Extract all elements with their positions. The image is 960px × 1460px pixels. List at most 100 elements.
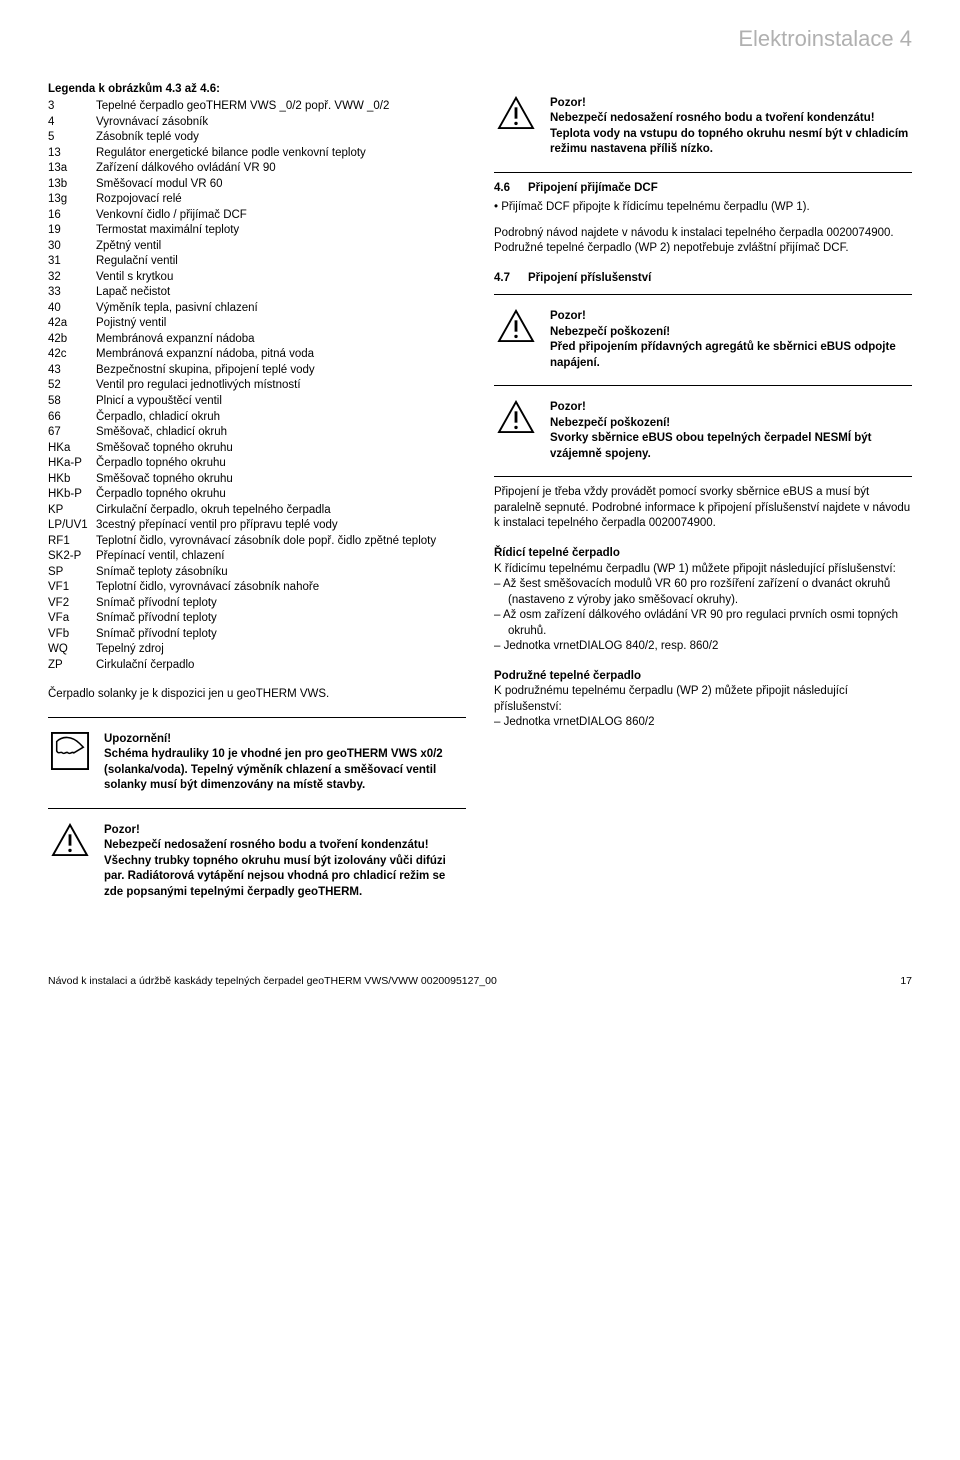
legend-key: 4: [48, 115, 96, 131]
legend-val: Tepelné čerpadlo geoTHERM VWS _0/2 popř.…: [96, 99, 466, 115]
legend-item: SK2-PPřepínací ventil, chlazení: [48, 549, 466, 565]
legend-item: 33Lapač nečistot: [48, 285, 466, 301]
footer-text: Návod k instalaci a údržbě kaskády tepel…: [48, 974, 497, 988]
legend-val: Zařízení dálkového ovládání VR 90: [96, 161, 466, 177]
legend-key: 13g: [48, 192, 96, 208]
legend-val: Plnicí a vypouštěcí ventil: [96, 394, 466, 410]
legend-key: 66: [48, 410, 96, 426]
hint-text: Schéma hydrauliky 10 je vhodné jen pro g…: [104, 747, 466, 794]
divider: [494, 172, 912, 173]
legend-val: Pojistný ventil: [96, 316, 466, 332]
warning-body: Pozor! Nebezpečí nedosažení rosného bodu…: [550, 96, 912, 158]
legend-item: HKaSměšovač topného okruhu: [48, 441, 466, 457]
legend-key: 52: [48, 378, 96, 394]
section-header: Elektroinstalace 4: [48, 24, 912, 54]
legend-item: WQTepelný zdroj: [48, 642, 466, 658]
warning-subtitle: Nebezpečí poškození!: [550, 416, 912, 432]
legend-val: Zpětný ventil: [96, 239, 466, 255]
page-footer: Návod k instalaci a údržbě kaskády tepel…: [48, 974, 912, 988]
warning-text: Všechny trubky topného okruhu musí být i…: [104, 854, 466, 901]
legend-item: 19Termostat maximální teploty: [48, 223, 466, 239]
legend-item: VFbSnímač přívodní teploty: [48, 627, 466, 643]
legend-val: Snímač přívodní teploty: [96, 627, 466, 643]
legend-key: 30: [48, 239, 96, 255]
legend-val: Teplotní čidlo, vyrovnávací zásobník dol…: [96, 534, 466, 550]
legend-key: RF1: [48, 534, 96, 550]
legend-key: 42c: [48, 347, 96, 363]
legend-key: 19: [48, 223, 96, 239]
legend-item: 66Čerpadlo, chladicí okruh: [48, 410, 466, 426]
section-title: Připojení příslušenství: [528, 271, 651, 287]
legend-item: 32Ventil s krytkou: [48, 270, 466, 286]
podruzne-head: Podružné tepelné čerpadlo: [494, 669, 912, 685]
legend-item: 58Plnicí a vypouštěcí ventil: [48, 394, 466, 410]
legend-item: SPSnímač teploty zásobníku: [48, 565, 466, 581]
legend-item: VF1Teplotní čidlo, vyrovnávací zásobník …: [48, 580, 466, 596]
legend-key: 3: [48, 99, 96, 115]
legend-val: Směšovací modul VR 60: [96, 177, 466, 193]
legend-val: Regulátor energetické bilance podle venk…: [96, 146, 466, 162]
legend-key: KP: [48, 503, 96, 519]
legend-key: 67: [48, 425, 96, 441]
legend-key: ZP: [48, 658, 96, 674]
warning-subtitle: Nebezpečí poškození!: [550, 325, 912, 341]
hand-icon: [48, 732, 92, 770]
legend-key: 13: [48, 146, 96, 162]
legend-val: Venkovní čidlo / přijímač DCF: [96, 208, 466, 224]
legend-val: Snímač teploty zásobníku: [96, 565, 466, 581]
legend-key: WQ: [48, 642, 96, 658]
divider: [48, 717, 466, 718]
legend-item: 3Tepelné čerpadlo geoTHERM VWS _0/2 popř…: [48, 99, 466, 115]
legend-item: 67Směšovač, chladicí okruh: [48, 425, 466, 441]
warning-icon: [48, 823, 92, 857]
legend-key: SP: [48, 565, 96, 581]
pump-note: Čerpadlo solanky je k dispozici jen u ge…: [48, 687, 466, 703]
divider: [494, 294, 912, 295]
legend-val: Rozpojovací relé: [96, 192, 466, 208]
divider: [48, 808, 466, 809]
warning-text: Teplota vody na vstupu do topného okruhu…: [550, 127, 912, 158]
section-4-6-heading: 4.6 Připojení přijímače DCF: [494, 181, 912, 197]
legend-key: 16: [48, 208, 96, 224]
legend-item: 43Bezpečnostní skupina, připojení teplé …: [48, 363, 466, 379]
legend-val: 3cestný přepínací ventil pro přípravu te…: [96, 518, 466, 534]
section-4-6-p2: Podružné tepelné čerpadlo (WP 2) nepotře…: [494, 241, 912, 257]
dash-item: Jednotka vrnetDIALOG 860/2: [494, 715, 912, 731]
legend-item: 52Ventil pro regulaci jednotlivých místn…: [48, 378, 466, 394]
legend-key: 42b: [48, 332, 96, 348]
legend-item: HKb-PČerpadlo topného okruhu: [48, 487, 466, 503]
bullet-list: Přijímač DCF připojte k řídicímu tepelné…: [494, 200, 912, 216]
legend-item: 31Regulační ventil: [48, 254, 466, 270]
legend-item: HKa-PČerpadlo topného okruhu: [48, 456, 466, 472]
legend-item: 4Vyrovnávací zásobník: [48, 115, 466, 131]
legend-val: Čerpadlo topného okruhu: [96, 487, 466, 503]
warning-title: Pozor!: [550, 96, 912, 112]
legend-title: Legenda k obrázkům 4.3 až 4.6:: [48, 82, 466, 98]
warning-subtitle: Nebezpečí nedosažení rosného bodu a tvoř…: [104, 838, 466, 854]
hint-notice: Upozornění! Schéma hydrauliky 10 je vhod…: [48, 732, 466, 794]
legend-item: VF2Snímač přívodní teploty: [48, 596, 466, 612]
legend-key: SK2-P: [48, 549, 96, 565]
legend-key: 58: [48, 394, 96, 410]
legend-key: HKa-P: [48, 456, 96, 472]
warning-title: Pozor!: [550, 309, 912, 325]
legend-key: 42a: [48, 316, 96, 332]
legend-item: ZPCirkulační čerpadlo: [48, 658, 466, 674]
ridici-list: Až šest směšovacích modulů VR 60 pro roz…: [494, 577, 912, 655]
warning-icon: [494, 400, 538, 434]
warning-notice-left: Pozor! Nebezpečí nedosažení rosného bodu…: [48, 823, 466, 901]
legend-item: KPCirkulační čerpadlo, okruh tepelného č…: [48, 503, 466, 519]
section-title: Připojení přijímače DCF: [528, 181, 658, 197]
divider: [494, 385, 912, 386]
legend-item: VFaSnímač přívodní teploty: [48, 611, 466, 627]
legend-key: 5: [48, 130, 96, 146]
legend-val: Ventil s krytkou: [96, 270, 466, 286]
warning-notice-r2: Pozor! Nebezpečí poškození! Před připoje…: [494, 309, 912, 371]
legend-val: Přepínací ventil, chlazení: [96, 549, 466, 565]
section-number: 4.6: [494, 181, 510, 197]
warning-notice-r3: Pozor! Nebezpečí poškození! Svorky sběrn…: [494, 400, 912, 462]
legend-val: Čerpadlo, chladicí okruh: [96, 410, 466, 426]
legend-val: Ventil pro regulaci jednotlivých místnos…: [96, 378, 466, 394]
legend-val: Směšovač topného okruhu: [96, 441, 466, 457]
two-column-layout: Legenda k obrázkům 4.3 až 4.6: 3Tepelné …: [48, 82, 912, 915]
